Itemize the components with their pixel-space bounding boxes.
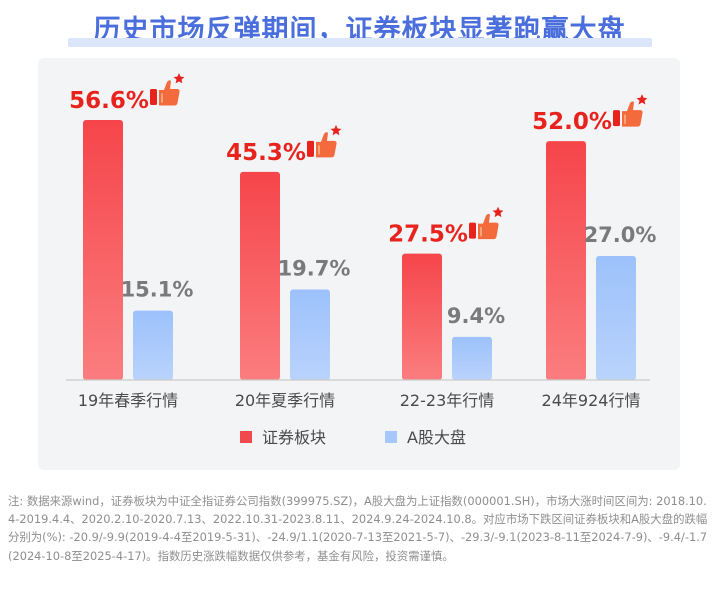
thumbs-up-icon xyxy=(150,73,185,106)
legend-swatch xyxy=(385,431,397,443)
bar-securities xyxy=(402,253,442,380)
legend-label: 证券板块 xyxy=(262,428,326,447)
legend-item-a-share: A股大盘 xyxy=(385,428,466,447)
bar-a-share xyxy=(290,289,330,380)
thumbs-up-icon xyxy=(307,124,342,158)
thumbs-up-icon xyxy=(613,94,648,127)
title-underline xyxy=(68,38,652,47)
bar-securities xyxy=(240,171,280,380)
bar-a-share xyxy=(133,310,173,380)
bar-a-share xyxy=(596,255,636,380)
legend-swatch xyxy=(240,431,252,443)
value-label-a-share: 9.4% xyxy=(447,304,505,328)
category-label: 19年春季行情 xyxy=(78,391,178,410)
value-label-securities: 56.6% xyxy=(69,88,149,114)
category-label: 22-23年行情 xyxy=(400,391,495,410)
value-label-a-share: 15.1% xyxy=(121,278,194,302)
legend-label: A股大盘 xyxy=(407,428,466,447)
legend-item-securities: 证券板块 xyxy=(240,428,326,447)
thumbs-up-icon xyxy=(469,206,504,240)
bar-a-share xyxy=(452,336,492,380)
category-label: 20年夏季行情 xyxy=(235,391,335,410)
footnote: 注: 数据来源wind，证券板块为中证全指证券公司指数(399975.SZ)，A… xyxy=(8,494,708,563)
bar-securities xyxy=(546,141,586,380)
chart-panel: 56.6% 15.1% 19年春季行情 45.3% 19.7% 20年夏季行情 27.5% 9… xyxy=(38,58,680,470)
category-label: 24年924行情 xyxy=(542,391,641,410)
value-label-a-share: 27.0% xyxy=(584,223,657,247)
value-label-securities: 45.3% xyxy=(226,140,306,166)
bar-securities xyxy=(83,120,123,380)
bar-chart: 56.6% 15.1% 19年春季行情 45.3% 19.7% 20年夏季行情 27.5% 9… xyxy=(66,73,657,447)
value-label-securities: 27.5% xyxy=(388,222,468,248)
value-label-a-share: 19.7% xyxy=(278,257,351,281)
value-label-securities: 52.0% xyxy=(532,109,612,135)
